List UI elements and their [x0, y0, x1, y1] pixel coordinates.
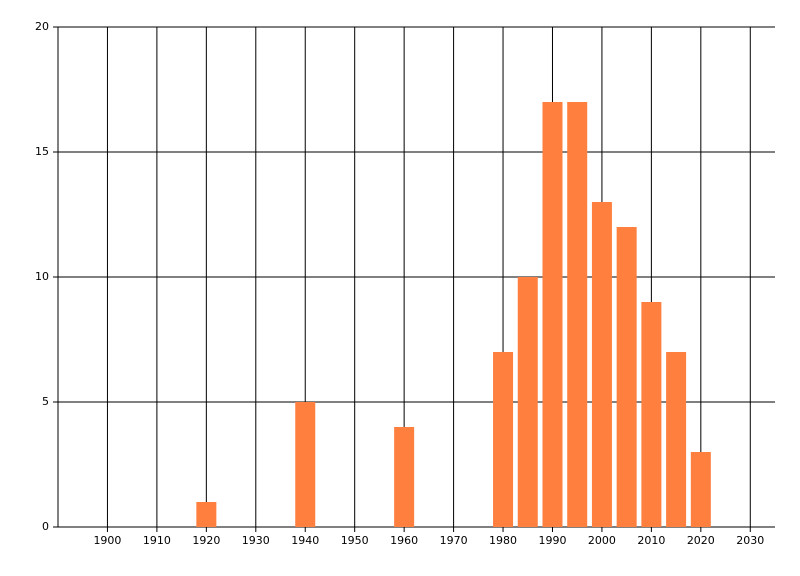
bar [690, 452, 711, 527]
y-tick-label: 15 [35, 145, 49, 158]
bar [542, 102, 563, 527]
y-tick-label: 0 [42, 520, 49, 533]
x-tick-label: 2020 [687, 534, 715, 547]
x-tick-label: 2000 [588, 534, 616, 547]
x-tick-label: 1920 [192, 534, 220, 547]
x-tick-label: 1970 [440, 534, 468, 547]
bar [196, 502, 217, 527]
bar [295, 402, 316, 527]
bar [641, 302, 662, 527]
x-tick-label: 1980 [489, 534, 517, 547]
x-tick-label: 1940 [291, 534, 319, 547]
x-tick-label: 1990 [538, 534, 566, 547]
x-tick-label: 1900 [93, 534, 121, 547]
bar [666, 352, 687, 527]
bar [517, 277, 538, 527]
x-tick-label: 2030 [736, 534, 764, 547]
x-tick-label: 1950 [341, 534, 369, 547]
x-tick-label: 1930 [242, 534, 270, 547]
bar [591, 202, 612, 527]
y-tick-label: 20 [35, 20, 49, 33]
bar [394, 427, 415, 527]
bar [616, 227, 637, 527]
x-tick-label: 2010 [637, 534, 665, 547]
y-tick-label: 10 [35, 270, 49, 283]
y-tick-label: 5 [42, 395, 49, 408]
x-tick-label: 1960 [390, 534, 418, 547]
x-tick-label: 1910 [143, 534, 171, 547]
bar [567, 102, 588, 527]
bar [493, 352, 514, 527]
